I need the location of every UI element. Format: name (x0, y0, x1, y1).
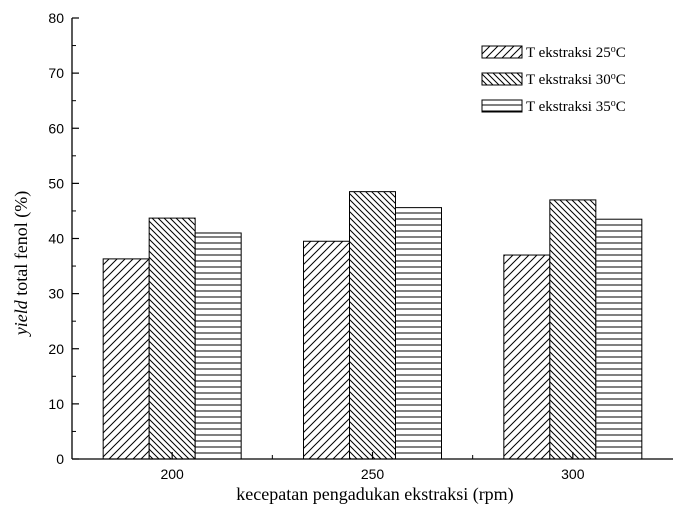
legend-swatch (481, 99, 523, 113)
bar (102, 258, 150, 460)
bar (395, 207, 442, 460)
bar (303, 240, 350, 460)
x-axis: 200 250 300 (72, 452, 673, 482)
bar (349, 191, 396, 460)
x-tick-label: 200 (160, 466, 184, 482)
bar (503, 254, 551, 460)
x-axis-title: kecepatan pengadukan ekstraksi (rpm) (236, 484, 513, 505)
y-axis-title-rest: total fenol (%) (11, 191, 32, 300)
y-tick-label: 0 (56, 451, 64, 467)
y-tick-label: 30 (48, 286, 64, 302)
legend: T ekstraksi 25oC T ekstraksi 30oC T ekstra… (481, 44, 626, 116)
legend-swatch (481, 45, 523, 59)
y-tick-label: 80 (48, 10, 64, 26)
y-tick-label: 50 (48, 175, 64, 191)
y-tick-label: 10 (48, 396, 64, 412)
x-tick-label: 300 (561, 466, 585, 482)
legend-label: T ekstraksi 30oC (526, 71, 626, 89)
legend-label: T ekstraksi 25oC (526, 44, 626, 62)
bar (549, 199, 597, 460)
plot-area (102, 191, 643, 460)
x-tick-label: 250 (361, 466, 385, 482)
y-tick-label: 40 (48, 231, 64, 247)
bar (194, 232, 242, 460)
y-axis: 0 10 20 30 40 50 60 70 80 (48, 10, 79, 467)
y-axis-title-italic: yield (11, 299, 31, 337)
y-tick-label: 60 (48, 120, 64, 136)
legend-label: T ekstraksi 35oC (526, 98, 626, 116)
y-tick-label: 70 (48, 65, 64, 81)
y-axis-title: yield total fenol (%) (11, 191, 32, 337)
legend-swatch (481, 72, 523, 86)
bar (148, 217, 196, 460)
y-tick-label: 20 (48, 341, 64, 357)
bar (595, 218, 643, 460)
